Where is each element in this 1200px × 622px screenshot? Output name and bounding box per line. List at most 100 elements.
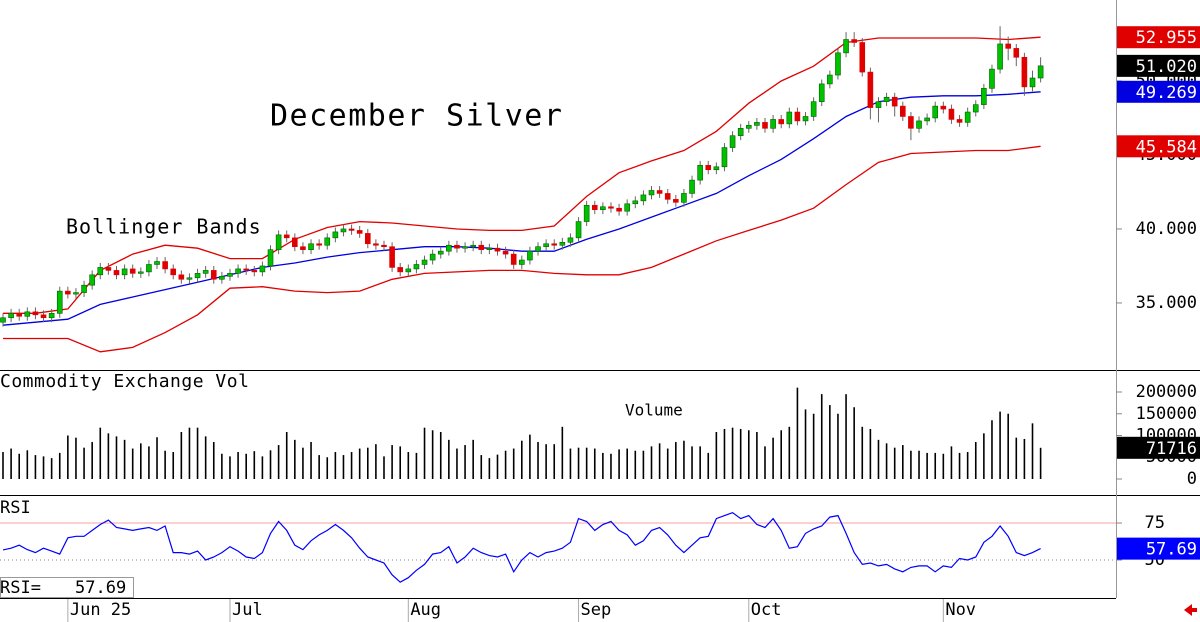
candle-body bbox=[89, 274, 95, 286]
candle-body bbox=[40, 314, 47, 319]
candle-body bbox=[754, 122, 760, 126]
candle-body bbox=[1013, 48, 1020, 58]
candle-body bbox=[292, 237, 298, 248]
candle-body bbox=[989, 68, 995, 89]
candle-body bbox=[729, 135, 736, 148]
value-box-label: 45.584 bbox=[1136, 137, 1197, 157]
candle-body bbox=[543, 243, 549, 248]
candle-body bbox=[591, 204, 598, 211]
scroll-arrow[interactable] bbox=[1184, 604, 1197, 616]
x-tick-label: Aug bbox=[410, 600, 441, 620]
candle-body bbox=[802, 116, 809, 122]
candle-body bbox=[300, 246, 306, 250]
x-tick-label: Oct bbox=[751, 600, 782, 620]
y-tick-label: 75 bbox=[1145, 513, 1165, 533]
candle-body bbox=[900, 105, 906, 117]
candle-body bbox=[97, 267, 104, 276]
candle-body bbox=[138, 271, 144, 274]
candle-body bbox=[932, 105, 939, 119]
candle-body bbox=[324, 237, 331, 246]
x-tick-label: Jun 25 bbox=[70, 600, 131, 620]
candle-body bbox=[170, 268, 177, 276]
candle-body bbox=[316, 243, 322, 246]
readout-value: 57.69 bbox=[75, 578, 126, 598]
readout-label: RSI= bbox=[0, 578, 41, 598]
candle-body bbox=[519, 259, 525, 265]
candle-body bbox=[429, 253, 436, 261]
candle-body bbox=[1021, 56, 1028, 88]
candle-body bbox=[1005, 43, 1011, 49]
candle-body bbox=[762, 122, 768, 129]
candle-body bbox=[373, 243, 379, 246]
bollinger-band bbox=[3, 36, 1041, 314]
candle-body bbox=[510, 253, 517, 265]
candle-body bbox=[575, 221, 582, 239]
candle-body bbox=[348, 228, 355, 231]
candle-body bbox=[810, 101, 817, 117]
candle-body bbox=[948, 108, 955, 120]
candle-body bbox=[851, 39, 857, 43]
candle-body bbox=[972, 104, 979, 113]
candle-body bbox=[16, 313, 23, 317]
candle-body bbox=[154, 261, 160, 265]
candle-body bbox=[454, 244, 460, 249]
candle-body bbox=[146, 264, 152, 273]
value-box bbox=[1117, 537, 1200, 560]
y-tick-label: 200000 bbox=[1136, 382, 1197, 402]
candle-body bbox=[648, 190, 655, 196]
candle-body bbox=[867, 71, 874, 108]
candle-body bbox=[640, 194, 647, 202]
candle-body bbox=[681, 193, 687, 203]
value-box bbox=[1117, 26, 1200, 49]
candle-body bbox=[105, 267, 112, 271]
candle-body bbox=[413, 264, 420, 270]
chart-title: December Silver bbox=[270, 99, 563, 134]
candle-body bbox=[656, 190, 663, 194]
candle-body bbox=[437, 250, 444, 255]
candle-body bbox=[73, 292, 79, 295]
candle-body bbox=[551, 243, 558, 246]
y-tick-label: 150000 bbox=[1136, 404, 1197, 424]
candle-body bbox=[883, 96, 890, 102]
candle-body bbox=[81, 284, 87, 293]
candle-body bbox=[713, 166, 720, 171]
candle-body bbox=[997, 43, 1003, 70]
candle-body bbox=[956, 119, 963, 123]
candle-body bbox=[624, 203, 630, 212]
candle-body bbox=[567, 237, 574, 243]
bollinger-band bbox=[3, 145, 1041, 353]
candle-body bbox=[332, 231, 339, 239]
candle-body bbox=[608, 206, 614, 209]
candle-body bbox=[583, 204, 590, 222]
candle-body bbox=[600, 206, 606, 211]
candle-body bbox=[1037, 65, 1044, 79]
candle-body bbox=[689, 179, 695, 194]
value-box bbox=[1117, 436, 1200, 459]
candle-body bbox=[964, 111, 971, 123]
candle-body bbox=[381, 244, 387, 248]
candle-body bbox=[705, 165, 712, 171]
x-tick-label: Jul bbox=[232, 600, 263, 620]
candle-body bbox=[673, 199, 679, 203]
candle-body bbox=[470, 244, 476, 248]
candle-body bbox=[308, 243, 314, 250]
candle-body bbox=[65, 290, 71, 295]
candle-body bbox=[786, 111, 793, 125]
candle-body bbox=[194, 273, 201, 279]
candle-body bbox=[835, 52, 841, 76]
candle-body bbox=[940, 105, 947, 110]
candle-body bbox=[891, 96, 898, 107]
candle-body bbox=[875, 101, 882, 108]
candle-body bbox=[462, 246, 468, 249]
candle-body bbox=[8, 313, 14, 319]
value-box bbox=[1117, 54, 1200, 77]
candle-body bbox=[0, 317, 6, 323]
candle-body bbox=[24, 311, 31, 317]
candle-body bbox=[227, 273, 233, 277]
candle-body bbox=[770, 119, 776, 129]
candle-body bbox=[721, 147, 728, 168]
value-box-label: 49.269 bbox=[1136, 83, 1197, 103]
x-tick-label: Sep bbox=[581, 600, 612, 620]
